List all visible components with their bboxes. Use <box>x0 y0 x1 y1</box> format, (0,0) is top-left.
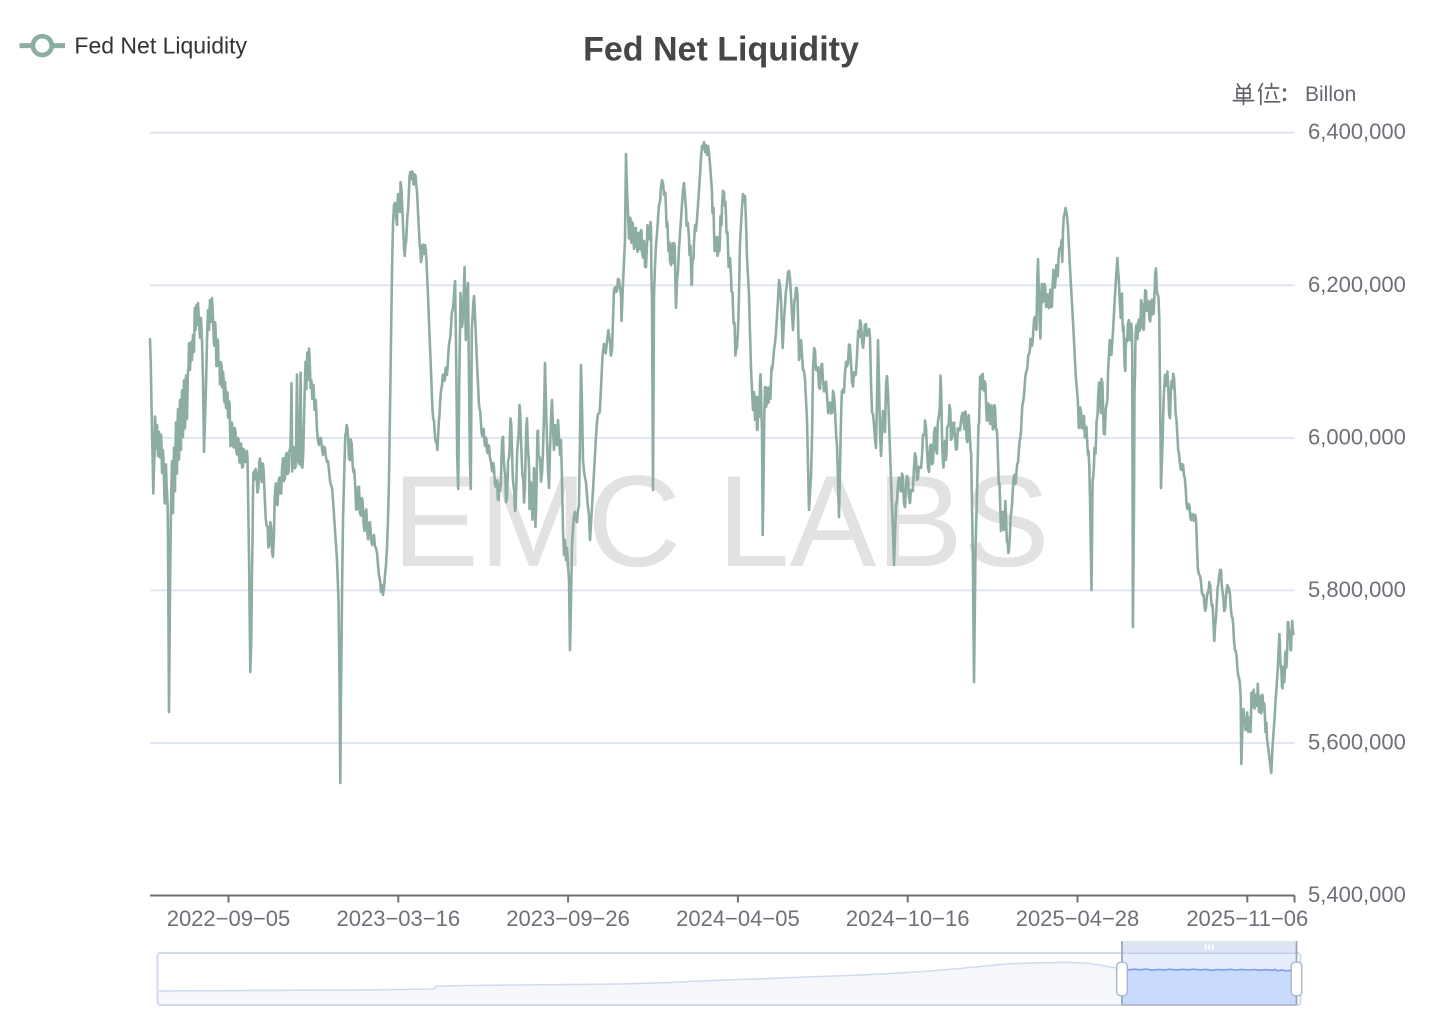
svg-text:5,400,000: 5,400,000 <box>1308 882 1406 907</box>
svg-text:6,000,000: 6,000,000 <box>1308 424 1406 449</box>
svg-text:5,800,000: 5,800,000 <box>1308 577 1406 602</box>
svg-text:Fed Net Liquidity: Fed Net Liquidity <box>583 31 859 69</box>
svg-text:Billon: Billon <box>1305 83 1356 106</box>
svg-text:2023−09−26: 2023−09−26 <box>506 906 630 931</box>
svg-text:5,600,000: 5,600,000 <box>1308 730 1406 755</box>
svg-text:2024−04−05: 2024−04−05 <box>676 906 800 931</box>
svg-text:2024−10−16: 2024−10−16 <box>846 906 970 931</box>
svg-text:6,200,000: 6,200,000 <box>1308 272 1406 297</box>
svg-text:6,400,000: 6,400,000 <box>1308 119 1406 144</box>
svg-text:Fed Net Liquidity: Fed Net Liquidity <box>74 33 247 59</box>
svg-text:2025−11−06: 2025−11−06 <box>1186 906 1308 931</box>
svg-text:2022−09−05: 2022−09−05 <box>167 906 291 931</box>
svg-text:2023−03−16: 2023−03−16 <box>337 906 461 931</box>
svg-text:2025−04−28: 2025−04−28 <box>1016 906 1140 931</box>
